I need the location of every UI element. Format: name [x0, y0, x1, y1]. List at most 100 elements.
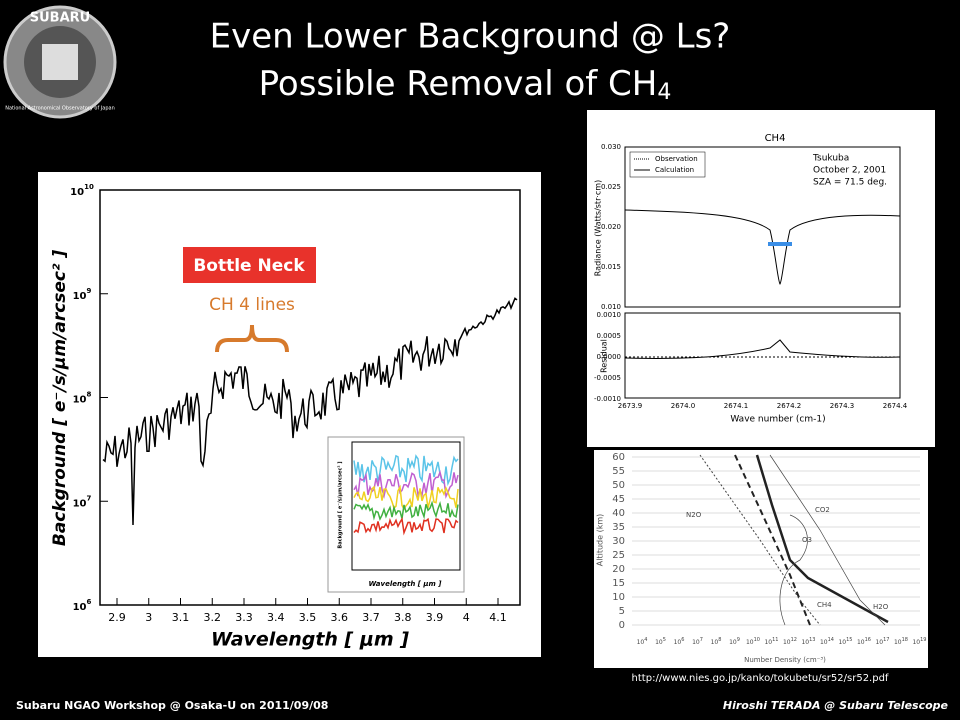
y-tick-label: 50: [612, 480, 625, 491]
inset-ylabel: Background [ e⁻/s/μm/arcsec² ]: [338, 461, 344, 548]
x-tick-label: 2674.4: [883, 402, 908, 410]
tick-exp: 9: [87, 287, 92, 295]
ch4-title: CH4: [765, 133, 786, 144]
tick-base: 10: [875, 639, 883, 646]
x-tick-label: 105: [655, 637, 666, 646]
tick-base: 10: [764, 639, 772, 646]
tick-exp: 12: [791, 637, 797, 643]
main-xlabel: Wavelength [ μm ]: [211, 629, 409, 651]
y-tick-label: 10: [612, 592, 625, 603]
x-tick-label: 2.9: [108, 611, 126, 624]
inset-curve: [353, 484, 459, 511]
footer-right: Hiroshi TERADA @ Subaru Telescope: [723, 699, 949, 712]
ch4-texts: CH4 Observation Calculation Tsukuba October …: [594, 133, 908, 425]
logo-name: SUBARU: [30, 11, 90, 26]
y-tick-label: 55: [612, 466, 625, 477]
inset-curve: [353, 500, 459, 522]
y-tick-label: 60: [612, 452, 625, 463]
res-tick-label: 0.0005: [597, 332, 622, 340]
tick-base: 10: [73, 291, 87, 302]
y-tick-label: 107: [73, 494, 92, 509]
y-tick-label: 1010: [70, 183, 94, 198]
tick-exp: 9: [737, 637, 740, 643]
res-tick-label: 0.0000: [597, 353, 622, 361]
x-tick-label: 3.3: [235, 611, 253, 624]
x-tick-label: 1016: [857, 637, 871, 646]
y-tick-label: 0.015: [601, 263, 621, 271]
tick-exp: 8: [718, 637, 721, 643]
tick-exp: 19: [920, 637, 926, 643]
y-tick-label: 35: [612, 522, 625, 533]
tick-exp: 10: [84, 183, 94, 191]
x-tick-label: 2674.0: [671, 402, 696, 410]
species-label: H2O: [873, 603, 889, 611]
x-tick-label: 2674.3: [830, 402, 855, 410]
y-tick-label: 5: [619, 606, 625, 617]
tick-base: 10: [655, 639, 663, 646]
tick-base: 10: [746, 639, 754, 646]
res-tick-label: -0.0010: [594, 395, 621, 403]
title-sub: 4: [657, 80, 671, 105]
y-tick-label: 45: [612, 494, 625, 505]
h2o-curve: [755, 454, 889, 624]
x-tick-label: 1018: [894, 637, 908, 646]
tick-exp: 18: [902, 637, 908, 643]
ch4-note: SZA = 71.5 deg.: [813, 178, 887, 188]
species-label: CO2: [815, 506, 830, 514]
inset-curves: [353, 454, 459, 536]
y-tick-label: 0.025: [601, 183, 621, 191]
ch4-note: Tsukuba: [812, 154, 849, 164]
tick-base: 10: [70, 187, 84, 198]
x-tick-label: 1015: [838, 637, 852, 646]
legend-label: Observation: [655, 155, 698, 163]
y-tick-label: 108: [73, 391, 92, 406]
tick-exp: 17: [883, 637, 889, 643]
title-line2: Possible Removal of CH4: [259, 64, 672, 106]
tick-base: 10: [637, 639, 645, 646]
callout-box: [183, 247, 316, 283]
x-tick-label: 3.4: [267, 611, 285, 624]
res-frame: [624, 312, 901, 399]
res-curve: [624, 339, 901, 359]
x-tick-label: 1012: [783, 637, 797, 646]
source-url: http://www.nies.go.jp/kanko/tokubetu/sr5…: [632, 673, 889, 684]
x-tick-label: 108: [711, 637, 722, 646]
species-label: CH4: [817, 601, 832, 609]
y-tick-label: 0.030: [601, 143, 621, 151]
x-tick-label: 3.2: [204, 611, 222, 624]
x-tick-label: 1014: [820, 637, 834, 646]
x-tick-label: 1010: [746, 637, 760, 646]
inset-curve: [353, 516, 459, 536]
logo-building: [42, 44, 78, 80]
ch4-legend: [629, 151, 706, 178]
tick-base: 10: [912, 639, 920, 646]
tick-exp: 4: [644, 637, 647, 643]
res-ylabel: Residual: [600, 339, 609, 373]
tick-base: 10: [857, 639, 865, 646]
tick-base: 10: [73, 498, 87, 509]
tick-exp: 10: [754, 637, 760, 643]
logo-org: National Astronomical Observatory of Jap…: [5, 106, 115, 112]
y-tick-label: 0.010: [601, 303, 621, 311]
x-tick-label: 4: [463, 611, 470, 624]
o3-curve: [734, 454, 811, 626]
lines-bracket: [215, 324, 289, 353]
title-line1: Even Lower Background @ Ls?: [210, 17, 731, 57]
y-tick-label: 109: [73, 287, 92, 302]
tick-base: 10: [820, 639, 828, 646]
x-tick-label: 2674.1: [724, 402, 749, 410]
x-tick-label: 1017: [875, 637, 889, 646]
ch4-frame: [624, 146, 901, 308]
tick-base: 10: [73, 602, 87, 613]
x-tick-label: 2673.9: [618, 402, 643, 410]
tick-base: 10: [729, 639, 737, 646]
tick-base: 10: [692, 639, 700, 646]
tick-exp: 13: [809, 637, 815, 643]
tick-exp: 6: [87, 598, 92, 606]
n2o-curve: [699, 454, 821, 626]
y-tick-label: 20: [612, 564, 625, 575]
y-tick-label: 40: [612, 508, 625, 519]
logo: SUBARU National Astronomical Observatory…: [3, 5, 117, 119]
